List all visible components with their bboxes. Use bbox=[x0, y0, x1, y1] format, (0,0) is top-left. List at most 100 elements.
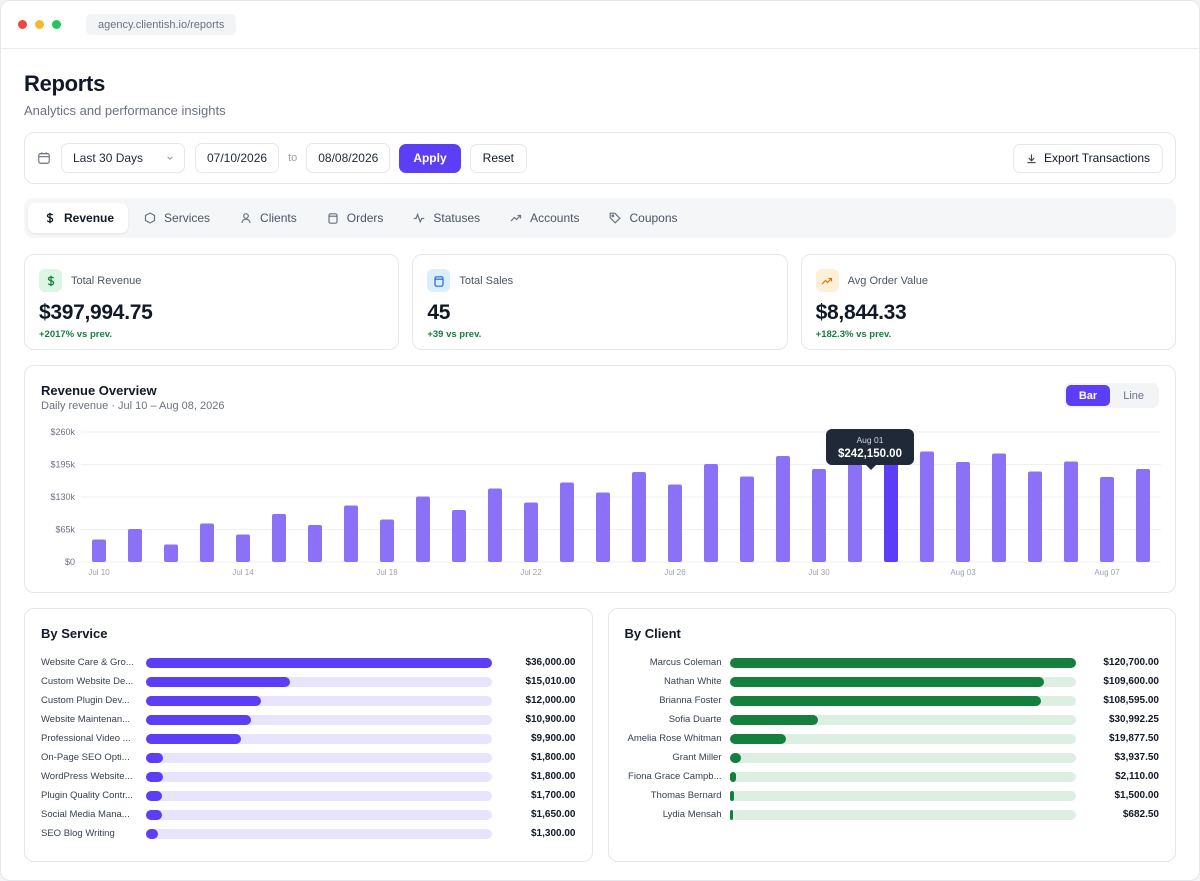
service-bar-track bbox=[146, 676, 492, 687]
service-row[interactable]: Custom Plugin Dev... $12,000.00 bbox=[41, 691, 576, 710]
tab-accounts[interactable]: Accounts bbox=[494, 203, 593, 233]
revenue-bar[interactable] bbox=[920, 451, 934, 563]
client-row[interactable]: Marcus Coleman $120,700.00 bbox=[625, 653, 1159, 672]
revenue-bar[interactable] bbox=[704, 464, 718, 562]
revenue-bar[interactable] bbox=[416, 496, 430, 563]
tab-revenue[interactable]: Revenue bbox=[28, 203, 129, 233]
end-date-input[interactable]: 08/08/2026 bbox=[306, 143, 391, 173]
revenue-bar[interactable] bbox=[488, 488, 502, 563]
date-range-select[interactable]: Last 30 Days bbox=[61, 143, 185, 173]
revenue-bar[interactable] bbox=[200, 523, 214, 563]
kpi-avg-order-value: Avg Order Value $8,844.33 +182.3% vs pre… bbox=[800, 254, 1176, 350]
client-row[interactable]: Nathan White $109,600.00 bbox=[625, 672, 1159, 691]
client-row[interactable]: Sofia Duarte $30,992.25 bbox=[625, 710, 1159, 729]
revenue-bar[interactable] bbox=[1064, 461, 1078, 563]
tab-orders[interactable]: Orders bbox=[311, 203, 398, 233]
service-row[interactable]: SEO Blog Writing $1,300.00 bbox=[41, 824, 576, 843]
service-row[interactable]: Website Maintenan... $10,900.00 bbox=[41, 710, 576, 729]
reset-button[interactable]: Reset bbox=[469, 143, 528, 173]
trending-up-icon bbox=[510, 214, 522, 222]
calendar-icon bbox=[38, 152, 50, 164]
close-window-dot[interactable] bbox=[18, 20, 27, 29]
revenue-bar[interactable] bbox=[596, 492, 610, 563]
service-row[interactable]: Custom Website De... $15,010.00 bbox=[41, 672, 576, 691]
revenue-bar[interactable] bbox=[812, 469, 826, 562]
kpi-delta: +39 vs prev. bbox=[427, 329, 482, 340]
client-bar-fill bbox=[729, 752, 741, 763]
service-row[interactable]: Plugin Quality Contr... $1,700.00 bbox=[41, 786, 576, 805]
by-service-panel: By Service Website Care & Gro... $36,000.… bbox=[24, 608, 593, 862]
start-date-input[interactable]: 07/10/2026 bbox=[195, 143, 280, 173]
revenue-bar[interactable] bbox=[92, 539, 106, 563]
client-row[interactable]: Thomas Bernard $1,500.00 bbox=[625, 786, 1159, 805]
revenue-bar[interactable] bbox=[560, 482, 574, 563]
revenue-bar[interactable] bbox=[452, 510, 466, 562]
kpi-delta: +182.3% vs prev. bbox=[815, 329, 892, 340]
service-bar-fill bbox=[146, 771, 164, 782]
tab-statuses[interactable]: Statuses bbox=[397, 203, 494, 233]
revenue-bar[interactable] bbox=[848, 464, 862, 562]
service-row[interactable]: On-Page SEO Opti... $1,800.00 bbox=[41, 748, 576, 767]
revenue-bar[interactable] bbox=[308, 525, 322, 562]
revenue-bar[interactable] bbox=[164, 544, 178, 563]
tab-coupons[interactable]: Coupons bbox=[593, 203, 691, 233]
client-row[interactable]: Grant Miller $3,937.50 bbox=[625, 748, 1159, 767]
client-row[interactable]: Brianna Foster $108,595.00 bbox=[625, 691, 1159, 710]
revenue-bar[interactable] bbox=[668, 484, 682, 563]
client-row[interactable]: Amelia Rose Whitman $19,877.50 bbox=[625, 729, 1159, 748]
revenue-bar[interactable] bbox=[632, 472, 646, 562]
kpi-value: 45 bbox=[427, 301, 451, 324]
user-icon bbox=[241, 213, 251, 224]
revenue-bar[interactable] bbox=[1028, 471, 1042, 563]
apply-button[interactable]: Apply bbox=[399, 143, 461, 173]
client-value: $120,700.00 bbox=[1103, 657, 1159, 668]
service-row[interactable]: Professional Video ... $9,900.00 bbox=[41, 729, 576, 748]
revenue-bar[interactable] bbox=[992, 453, 1006, 563]
service-value: $9,900.00 bbox=[531, 733, 576, 744]
revenue-bar[interactable] bbox=[1100, 477, 1114, 562]
browser-titlebar: agency.clientish.io/reports bbox=[1, 1, 1199, 49]
page-subtitle: Analytics and performance insights bbox=[24, 103, 226, 118]
client-bar-fill bbox=[729, 809, 733, 820]
revenue-bar[interactable] bbox=[956, 462, 970, 562]
kpi-delta: +2017% vs prev. bbox=[39, 329, 112, 340]
date-range-select-value: Last 30 Days bbox=[73, 151, 144, 165]
revenue-bar[interactable] bbox=[344, 505, 358, 563]
revenue-bar[interactable] bbox=[776, 456, 790, 562]
client-bar-fill bbox=[729, 714, 819, 725]
service-row[interactable]: Website Care & Gro... $36,000.00 bbox=[41, 653, 576, 672]
address-bar[interactable]: agency.clientish.io/reports bbox=[86, 14, 237, 35]
client-label: Nathan White bbox=[663, 676, 722, 687]
kpi-icon-wrap bbox=[815, 269, 839, 292]
revenue-bar[interactable] bbox=[884, 436, 898, 562]
client-row[interactable]: Lydia Mensah $682.50 bbox=[625, 805, 1159, 824]
minimize-window-dot[interactable] bbox=[35, 20, 44, 29]
service-row[interactable]: WordPress Website... $1,800.00 bbox=[41, 767, 576, 786]
export-transactions-button[interactable]: Export Transactions bbox=[1012, 143, 1163, 173]
service-value: $1,650.00 bbox=[531, 809, 576, 820]
client-label: Brianna Foster bbox=[659, 695, 722, 706]
client-list: Marcus Coleman $120,700.00 Nathan White $10… bbox=[625, 653, 1159, 824]
tab-revenue-label: Revenue bbox=[64, 211, 115, 225]
service-value: $10,900.00 bbox=[525, 714, 576, 725]
tab-services[interactable]: Services bbox=[128, 203, 224, 233]
toggle-line-button[interactable]: Line bbox=[1123, 389, 1144, 402]
revenue-bar[interactable] bbox=[1136, 469, 1150, 562]
service-value: $36,000.00 bbox=[525, 657, 576, 668]
revenue-bar[interactable] bbox=[236, 534, 250, 563]
tab-clients[interactable]: Clients bbox=[224, 203, 311, 233]
tab-coupons-label: Coupons bbox=[629, 211, 678, 225]
client-bar-fill bbox=[729, 657, 1076, 668]
client-row[interactable]: Fiona Grace Campb... $2,110.00 bbox=[625, 767, 1159, 786]
revenue-bar-chart: $0 $65k $130k $195k $260k Jul 10 Jul 14 Jul 18 J… bbox=[50, 427, 1161, 577]
maximize-window-dot[interactable] bbox=[52, 20, 61, 29]
service-row[interactable]: Social Media Mana... $1,650.00 bbox=[41, 805, 576, 824]
revenue-bar[interactable] bbox=[380, 519, 394, 563]
service-bar-fill bbox=[146, 790, 163, 801]
toggle-bar-button[interactable]: Bar bbox=[1065, 385, 1111, 406]
revenue-bar[interactable] bbox=[740, 476, 754, 563]
revenue-bar[interactable] bbox=[272, 514, 286, 562]
revenue-bar[interactable] bbox=[524, 502, 538, 563]
revenue-bar[interactable] bbox=[128, 529, 142, 562]
